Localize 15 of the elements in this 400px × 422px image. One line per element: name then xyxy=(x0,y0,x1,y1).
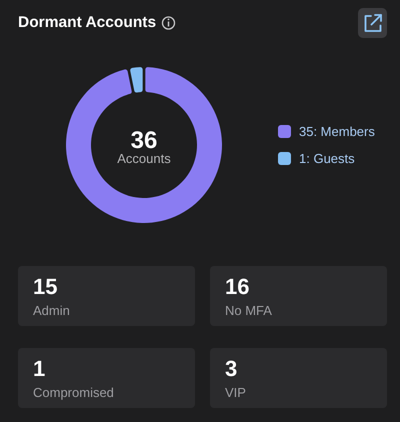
text: 36 xyxy=(130,127,158,154)
data-label: 3 xyxy=(225,356,238,381)
donut-slice xyxy=(66,67,222,223)
category-label: No MFA xyxy=(225,303,272,318)
donut-slice xyxy=(130,67,143,92)
category-label: VIP xyxy=(225,385,246,400)
data-label: 1 xyxy=(33,356,46,381)
category-label: Compromised xyxy=(33,385,114,400)
category-label: Admin xyxy=(33,303,70,318)
legend-label: 35: Members xyxy=(299,124,376,139)
text: Accounts xyxy=(117,151,172,166)
legend-label: 1: Guests xyxy=(299,151,356,166)
data-label: 16 xyxy=(225,274,250,299)
chart-title: Dormant Accounts xyxy=(18,14,156,31)
data-label: 15 xyxy=(33,274,58,299)
